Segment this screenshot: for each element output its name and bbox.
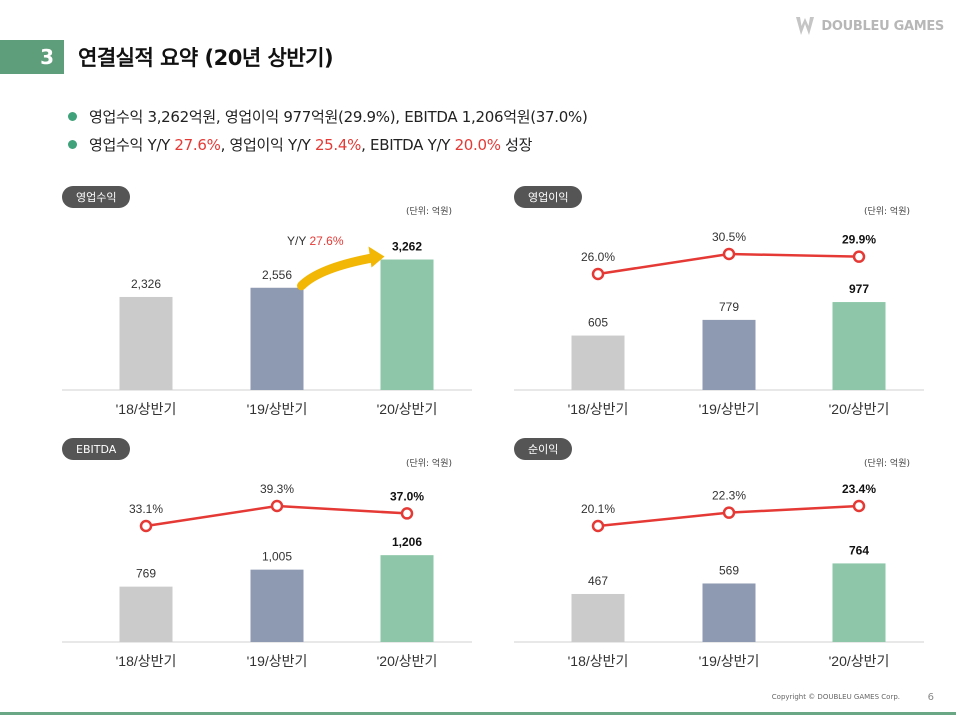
bar — [380, 259, 434, 390]
margin-value-label: 22.3% — [712, 489, 746, 503]
x-tick-label: '20/상반기 — [377, 653, 438, 669]
bar-value-label: 569 — [719, 563, 739, 577]
unit-label: (단위: 억원) — [405, 207, 452, 217]
bar — [832, 302, 886, 390]
bar-value-label: 2,556 — [262, 268, 292, 282]
bar-value-label: 3,262 — [392, 240, 422, 254]
unit-label: (단위: 억원) — [863, 207, 910, 217]
margin-point — [270, 499, 284, 513]
margin-point — [400, 507, 414, 520]
summary-bullets: 영업수익 3,262억원, 영업이익 977억원(29.9%), EBITDA … — [68, 102, 588, 158]
chart-panel-ebitda: EBITDA (단위: 억원) 769 '18/상반기 1,005 '19/상반기 1,… — [62, 438, 492, 688]
yoy-prefix: Y/Y — [287, 234, 309, 248]
margin-value-label: 29.9% — [842, 233, 876, 247]
bullet-text-segmented: 영업수익 Y/Y 27.6%, 영업이익 Y/Y 25.4%, EBITDA Y… — [89, 134, 532, 155]
growth-rate-highlight: 27.6% — [174, 135, 221, 154]
margin-value-label: 33.1% — [129, 502, 163, 516]
bar — [119, 296, 173, 390]
bar-value-label: 977 — [849, 282, 869, 296]
chart-revenue: 2,326 '18/상반기 2,556 '19/상반기 3,262 '20/상반기 Y/Y … — [62, 234, 472, 417]
margin-point — [139, 519, 153, 533]
bar-value-label: 1,206 — [392, 535, 422, 549]
page-number: 6 — [927, 692, 934, 703]
page-title: 연결실적 요약 (20년 상반기) — [78, 46, 334, 70]
bar-value-label: 1,005 — [262, 550, 292, 564]
bullet-dot-icon — [68, 139, 77, 149]
bullet-item: 영업수익 Y/Y 27.6%, 영업이익 Y/Y 25.4%, EBITDA Y… — [68, 130, 588, 158]
margin-point — [852, 250, 866, 263]
bar — [250, 569, 304, 642]
bullet-item: 영업수익 3,262억원, 영업이익 977억원(29.9%), EBITDA … — [68, 102, 588, 130]
company-logo: DOUBLEU GAMES — [793, 14, 944, 38]
bar — [702, 319, 756, 390]
bullet-text-segment: , EBITDA Y/Y — [361, 135, 455, 154]
section-number-badge: 3 — [0, 40, 64, 74]
x-tick-label: '18/상반기 — [116, 653, 177, 669]
footer-divider — [0, 712, 956, 715]
bar — [832, 563, 886, 642]
bar-value-label: 2,326 — [131, 277, 161, 291]
chart-tag: 영업이익 — [514, 186, 583, 208]
margin-value-label: 37.0% — [390, 489, 424, 503]
margin-value-label: 26.0% — [581, 250, 615, 264]
margin-value-label: 20.1% — [581, 502, 615, 516]
margin-point — [722, 506, 736, 519]
unit-label: (단위: 억원) — [863, 459, 910, 469]
growth-rate-highlight: 20.0% — [454, 135, 501, 154]
margin-point — [852, 499, 866, 513]
bar-value-label: 467 — [588, 574, 608, 588]
bar — [119, 586, 173, 642]
bar — [571, 593, 625, 642]
x-tick-label: '19/상반기 — [247, 653, 308, 669]
chart-panel-net-income: 순이익 (단위: 억원) 467 '18/상반기 569 '19/상반기 764 '20/… — [514, 438, 944, 688]
growth-arrow-shaft — [297, 253, 379, 291]
copyright-text: Copyright © DOUBLEU GAMES Corp. — [771, 693, 900, 701]
doubleu-logo-icon — [796, 17, 815, 35]
bar — [380, 555, 434, 642]
bar — [702, 583, 756, 642]
bullet-text-segment: 성장 — [500, 135, 533, 154]
bullet-dot-icon — [68, 111, 77, 121]
margin-point — [591, 267, 605, 281]
bar — [571, 335, 625, 390]
yoy-value: 27.6% — [309, 234, 343, 248]
x-tick-label: '18/상반기 — [116, 401, 177, 417]
chart-panel-operating-profit: 영업이익 (단위: 억원) 605 '18/상반기 779 '19/상반기 977 '20… — [514, 186, 944, 436]
chart-net-income: 467 '18/상반기 569 '19/상반기 764 '20/상반기 20.1% 22.3%… — [514, 482, 924, 669]
bar-value-label: 605 — [588, 316, 608, 330]
bullet-text-segment: , 영업이익 Y/Y — [220, 135, 315, 154]
margin-point — [591, 519, 605, 533]
x-tick-label: '19/상반기 — [699, 401, 760, 417]
margin-value-label: 30.5% — [712, 230, 746, 244]
x-tick-label: '18/상반기 — [568, 653, 629, 669]
chart-tag: EBITDA — [62, 438, 131, 460]
x-tick-label: '19/상반기 — [247, 401, 308, 417]
bar-value-label: 764 — [849, 543, 869, 557]
bar — [250, 287, 304, 390]
margin-value-label: 23.4% — [842, 482, 876, 496]
chart-ebitda: 769 '18/상반기 1,005 '19/상반기 1,206 '20/상반기 33.1% 3… — [62, 482, 472, 669]
margin-value-label: 39.3% — [260, 482, 294, 496]
growth-rate-highlight: 25.4% — [314, 135, 362, 154]
bar-value-label: 769 — [136, 567, 156, 581]
bullet-text-segment: 영업수익 Y/Y — [89, 135, 175, 154]
yoy-annotation: Y/Y 27.6% — [287, 234, 344, 248]
x-tick-label: '20/상반기 — [829, 653, 890, 669]
logo-text: DOUBLEU GAMES — [821, 18, 944, 34]
margin-point — [722, 247, 736, 261]
unit-label: (단위: 억원) — [405, 459, 452, 469]
chart-operating-profit: 605 '18/상반기 779 '19/상반기 977 '20/상반기 26.0% 30.5%… — [514, 230, 924, 417]
chart-panel-revenue: 영업수익 (단위: 억원) 2,326 '18/상반기 2,556 '19/상반기 3,… — [62, 186, 492, 436]
x-tick-label: '19/상반기 — [699, 653, 760, 669]
bar-value-label: 779 — [719, 300, 739, 314]
x-tick-label: '20/상반기 — [829, 401, 890, 417]
x-tick-label: '18/상반기 — [568, 401, 629, 417]
bullet-text: 영업수익 3,262억원, 영업이익 977억원(29.9%), EBITDA … — [89, 107, 588, 126]
chart-tag: 순이익 — [514, 438, 573, 460]
growth-arrow-icon — [368, 246, 385, 268]
chart-tag: 영업수익 — [62, 186, 131, 208]
x-tick-label: '20/상반기 — [377, 401, 438, 417]
